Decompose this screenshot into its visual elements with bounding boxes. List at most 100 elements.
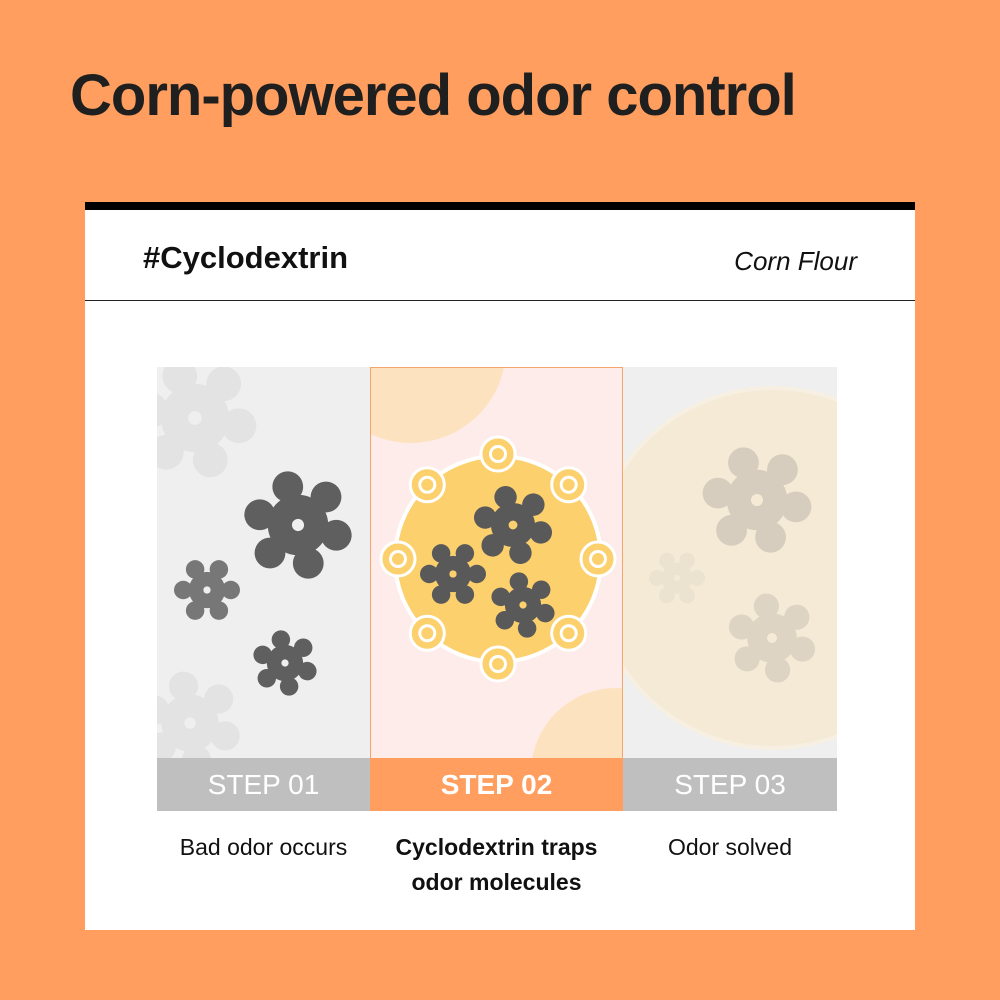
molecule-lobe (244, 499, 276, 531)
molecule-lobe (420, 564, 439, 584)
molecule-lobe (517, 619, 537, 638)
molecule-lobe (728, 447, 759, 479)
molecule-lobe (522, 493, 545, 516)
molecule-lobe (780, 491, 812, 523)
molecule-lobe (185, 601, 205, 620)
glucose-unit-inner (389, 550, 407, 568)
step-01-caption: Bad odor occurs (179, 834, 348, 860)
molecule-lobe (481, 534, 504, 557)
step-02-caption-line1: Cyclodextrin traps (395, 834, 598, 860)
molecule-lobe (431, 544, 451, 563)
molecule-lobe (206, 367, 242, 402)
molecule-lobe (455, 544, 475, 563)
odor-molecule-icon (702, 447, 812, 553)
info-card: #Cyclodextrin Corn Flour STEP 01 STEP 02… (85, 202, 915, 930)
molecule-lobe (659, 552, 675, 569)
faded-molecules-icon (623, 386, 837, 750)
molecule-hole (673, 574, 681, 582)
molecule-hole (519, 601, 527, 609)
molecule-hole (449, 570, 457, 578)
step-02-caption-line2: odor molecules (411, 869, 582, 895)
step-02-label: STEP 02 (370, 758, 623, 811)
background-circle (371, 368, 504, 443)
molecule-lobe (531, 580, 551, 599)
molecule-lobe (734, 646, 760, 672)
molecule-lobe (209, 601, 229, 620)
molecule-lobe (272, 471, 304, 503)
molecule-lobe (157, 732, 176, 758)
molecule-lobe (767, 454, 798, 486)
molecule-lobe (679, 552, 695, 569)
odor-molecule-icon (649, 552, 705, 604)
molecule-lobe (784, 604, 810, 630)
background-circle (623, 386, 837, 750)
molecule-lobe (473, 506, 497, 529)
molecule-lobe (689, 570, 705, 586)
molecule-lobe (181, 745, 212, 758)
molecule-lobe (320, 519, 352, 551)
odor-molecule-icon (473, 485, 553, 565)
molecule-lobe (728, 614, 755, 640)
molecule-lobe (529, 521, 553, 544)
molecule-hole (767, 633, 777, 643)
molecule-lobe (292, 547, 324, 579)
molecule-hole (184, 717, 196, 729)
molecule-lobe (168, 671, 199, 701)
molecule-lobe (491, 587, 510, 607)
molecule-lobe (174, 580, 193, 600)
molecule-lobe (257, 669, 277, 688)
step-02-illustration (370, 367, 623, 758)
odor-molecule-icon (728, 593, 816, 683)
glucose-unit-inner (489, 445, 507, 463)
molecule-lobe (221, 580, 240, 600)
odor-molecules-icon (157, 367, 352, 758)
molecule-lobe (162, 367, 198, 394)
molecule-hole (203, 586, 211, 594)
step-03-illustration (623, 367, 837, 758)
ingredient-source: Corn Flour (734, 246, 857, 276)
step-01-illustration (157, 367, 370, 758)
molecule-lobe (157, 434, 184, 470)
glucose-unit-inner (589, 550, 607, 568)
molecule-lobe (253, 645, 272, 665)
molecule-hole (750, 493, 764, 507)
molecule-lobe (157, 695, 170, 725)
molecule-lobe (310, 481, 342, 513)
odor-molecule-icon (491, 572, 555, 638)
molecule-lobe (509, 541, 532, 565)
molecule-lobe (702, 477, 734, 509)
molecule-lobe (789, 636, 816, 662)
molecule-lobe (157, 392, 169, 428)
odor-molecule-icon (253, 630, 317, 696)
molecule-lobe (467, 564, 486, 584)
glucose-unit-inner (559, 624, 578, 643)
molecule-lobe (192, 442, 228, 478)
molecule-lobe (536, 603, 555, 623)
odor-molecule-icon (174, 560, 240, 620)
molecule-lobe (679, 587, 695, 604)
molecule-lobe (293, 638, 313, 657)
molecule-lobe (659, 587, 675, 604)
molecule-lobe (204, 684, 234, 714)
molecule-lobe (753, 593, 779, 619)
glucose-unit-inner (418, 475, 437, 494)
glucose-unit-inner (489, 655, 507, 673)
molecule-lobe (185, 560, 205, 579)
odor-molecule-icon (157, 671, 240, 758)
background-circle (532, 688, 622, 758)
molecule-lobe (509, 572, 529, 591)
molecule-hole (508, 520, 518, 530)
molecule-lobe (755, 521, 786, 553)
step-03-caption: Odor solved (667, 834, 792, 860)
card-header: #Cyclodextrin Corn Flour (85, 210, 915, 301)
step-03-label: STEP 03 (623, 758, 837, 811)
molecule-lobe (716, 514, 747, 546)
molecule-hole (291, 518, 305, 532)
molecule-lobe (455, 585, 475, 604)
molecule-lobe (221, 408, 257, 444)
step-02-caption: Cyclodextrin traps odor molecules (370, 830, 623, 900)
odor-molecule-icon (157, 367, 257, 478)
molecule-lobe (495, 611, 515, 630)
page-title: Corn-powered odor control (70, 63, 797, 128)
ingredient-tag: #Cyclodextrin (143, 240, 349, 275)
